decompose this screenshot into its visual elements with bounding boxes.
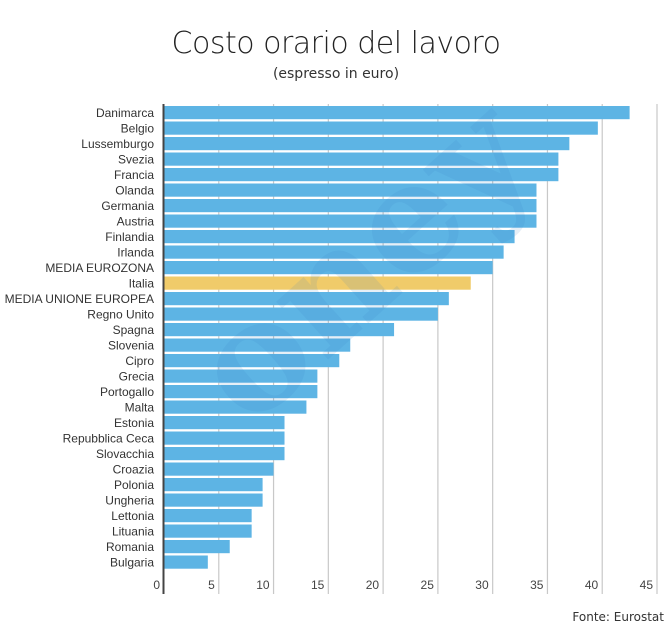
x-tick-label: 35: [530, 578, 544, 592]
x-tick-label: 40: [585, 578, 599, 592]
category-label: Finlandia: [105, 230, 154, 244]
x-tick-labels: 0 5 10 15 20 25 30 35 40 45: [153, 578, 653, 592]
category-label: Portogallo: [100, 385, 154, 399]
chart-title: Costo orario del lavoro: [171, 26, 501, 61]
bar: [164, 369, 318, 383]
x-tick-label: 10: [256, 578, 270, 592]
x-tick-label: 15: [311, 578, 325, 592]
bar: [164, 493, 263, 507]
source-note: Fonte: Eurostat: [572, 610, 664, 624]
bar: [164, 183, 537, 197]
category-label: Slovenia: [108, 338, 154, 352]
category-label: Lettonia: [111, 509, 154, 523]
category-label: Ungheria: [105, 493, 154, 507]
bar: [164, 509, 252, 523]
category-label: Irlanda: [117, 245, 154, 259]
bar: [164, 214, 537, 228]
bar: [164, 462, 274, 476]
bar: [164, 230, 515, 244]
category-label: Slovacchia: [96, 447, 154, 461]
category-label: Francia: [114, 168, 154, 182]
bar: [164, 478, 263, 492]
category-label: Cipro: [125, 354, 154, 368]
category-label: Estonia: [114, 416, 154, 430]
bar: [164, 540, 230, 554]
x-tick-label: 0: [153, 578, 160, 592]
bar: [164, 199, 537, 213]
bar: [164, 555, 208, 569]
category-label: Malta: [125, 400, 155, 414]
x-tick-label: 20: [366, 578, 380, 592]
bar: [164, 385, 318, 399]
category-label: Lussemburgo: [81, 137, 154, 151]
x-tick-label: 45: [640, 578, 654, 592]
bar: [164, 338, 351, 352]
bar: [164, 292, 449, 306]
bar: [164, 245, 504, 259]
bar: [164, 261, 493, 275]
category-label: Lituania: [112, 524, 154, 538]
x-tick-label: 25: [421, 578, 435, 592]
category-label: Polonia: [114, 478, 154, 492]
bar: [164, 276, 471, 290]
category-label: Croazia: [113, 462, 155, 476]
category-label: Spagna: [113, 323, 155, 337]
category-label: Italia: [129, 276, 155, 290]
category-label: Germania: [101, 199, 154, 213]
category-label: MEDIA EUROZONA: [45, 261, 154, 275]
bar: [164, 168, 559, 182]
category-label: Svezia: [118, 152, 154, 166]
category-label: Grecia: [119, 369, 155, 383]
x-tick-label: 30: [475, 578, 489, 592]
category-label: Austria: [117, 214, 155, 228]
bars: [164, 106, 630, 569]
x-tick-label: 5: [208, 578, 215, 592]
bar: [164, 307, 438, 321]
bar: [164, 447, 285, 461]
category-label: Belgio: [121, 121, 155, 135]
category-label: Danimarca: [96, 106, 154, 120]
category-label: Repubblica Ceca: [63, 431, 155, 445]
bar: [164, 400, 307, 414]
category-label: Romania: [106, 540, 154, 554]
bar: [164, 416, 285, 430]
bar: [164, 323, 395, 337]
bar: [164, 152, 559, 166]
bar: [164, 524, 252, 538]
bar: [164, 121, 598, 135]
chart-subtitle: (espresso in euro): [272, 66, 400, 82]
category-label: Bulgaria: [110, 555, 154, 569]
category-label: Regno Unito: [87, 307, 154, 321]
category-label: MEDIA UNIONE EUROPEA: [5, 292, 154, 306]
bar: [164, 137, 570, 151]
bar: [164, 431, 285, 445]
category-label: Olanda: [115, 183, 154, 197]
bar: [164, 106, 630, 120]
bar: [164, 354, 340, 368]
